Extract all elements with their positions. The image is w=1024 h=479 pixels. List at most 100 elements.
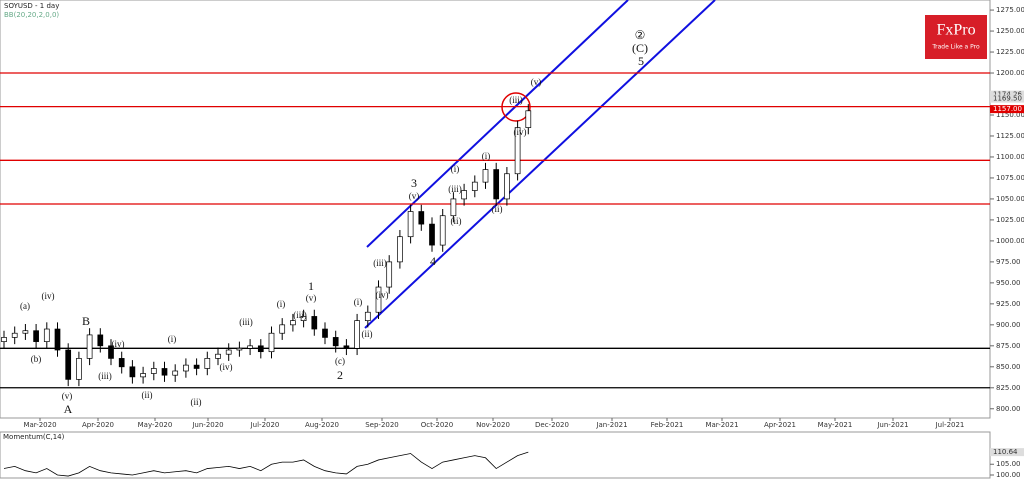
candle-body bbox=[183, 364, 189, 372]
wave-label: (v) bbox=[306, 293, 317, 303]
y-tick-label: 1025.00 bbox=[996, 216, 1024, 224]
wave-label: 3 bbox=[411, 176, 417, 190]
x-tick-label: Sep-2020 bbox=[365, 421, 399, 429]
price-label-box bbox=[990, 105, 1024, 114]
indicator-label: BB(20,20,2,0,0) bbox=[4, 11, 59, 19]
y-tick-label: 100.00 bbox=[996, 471, 1021, 479]
candle-body bbox=[247, 345, 253, 349]
x-tick-label: Apr-2021 bbox=[764, 421, 796, 429]
wave-label: (i) bbox=[354, 297, 363, 307]
x-tick-label: Jun-2021 bbox=[876, 421, 908, 429]
wave-label: (iv) bbox=[514, 127, 527, 137]
candle-body bbox=[108, 345, 114, 359]
wave-label: (c) bbox=[335, 356, 345, 366]
candle-body bbox=[343, 345, 350, 349]
candle-body bbox=[322, 328, 328, 338]
y-tick-label: 1000.00 bbox=[996, 237, 1024, 245]
candle-body bbox=[300, 316, 307, 321]
wave-label: (a) bbox=[20, 301, 30, 311]
y-tick-label: 900.00 bbox=[996, 321, 1021, 329]
y-tick-label: 950.00 bbox=[996, 279, 1021, 287]
price-label-box bbox=[990, 94, 1024, 103]
logo-name: FxPro bbox=[936, 22, 975, 39]
wave-label: (ii) bbox=[362, 329, 373, 339]
x-tick-label: Jan-2021 bbox=[595, 421, 627, 429]
wave-label: (iv) bbox=[112, 339, 125, 349]
wave-label: (iii) bbox=[293, 310, 307, 320]
candle-body bbox=[65, 349, 72, 380]
chart-title: SOYUSD - 1 day bbox=[4, 2, 59, 10]
candle-body bbox=[76, 358, 82, 380]
x-tick-label: Mar-2021 bbox=[705, 421, 738, 429]
price-label: 1157.00 bbox=[993, 105, 1022, 113]
x-tick-label: Apr-2020 bbox=[82, 421, 114, 429]
wave-label: (i) bbox=[277, 299, 286, 309]
wave-label: (iii) bbox=[98, 371, 112, 381]
candle-body bbox=[482, 169, 489, 183]
candle-body bbox=[418, 211, 425, 225]
x-tick-label: Jul-2020 bbox=[250, 421, 280, 429]
candle-body bbox=[407, 211, 414, 238]
logo-tagline: Trade Like a Pro bbox=[931, 44, 980, 51]
price-label: 1169.50 bbox=[993, 95, 1022, 103]
candle-body bbox=[429, 223, 435, 246]
candle-body bbox=[1, 337, 7, 342]
y-tick-label: 875.00 bbox=[996, 342, 1021, 350]
x-tick-label: May-2021 bbox=[818, 421, 853, 429]
x-tick-label: Mar-2020 bbox=[23, 421, 56, 429]
candle-body bbox=[397, 236, 403, 263]
wave-label: (C) bbox=[632, 41, 648, 55]
candle-body bbox=[450, 198, 457, 217]
x-tick-label: May-2020 bbox=[138, 421, 173, 429]
wave-label: B bbox=[82, 314, 90, 328]
candle-body bbox=[504, 173, 510, 200]
y-tick-label: 850.00 bbox=[996, 363, 1021, 371]
candle-body bbox=[364, 311, 371, 321]
x-tick-label: Jul-2021 bbox=[935, 421, 965, 429]
wave-label: (ii) bbox=[191, 397, 202, 407]
wave-label: (ii) bbox=[492, 204, 503, 214]
wave-label: (iv) bbox=[42, 291, 55, 301]
candle-body bbox=[354, 320, 360, 349]
candle-body bbox=[172, 370, 179, 376]
y-tick-label: 1150.00 bbox=[996, 111, 1024, 119]
wave-label: (v) bbox=[531, 77, 542, 87]
candle-body bbox=[332, 337, 339, 347]
candle-body bbox=[257, 345, 264, 353]
y-tick-label: 105.00 bbox=[996, 460, 1021, 468]
y-tick-label: 1200.00 bbox=[996, 69, 1024, 77]
y-tick-label: 825.00 bbox=[996, 384, 1021, 392]
wave-label: (iii) bbox=[509, 95, 523, 105]
candle-body bbox=[471, 181, 478, 191]
wave-label: (i) bbox=[451, 164, 460, 174]
x-tick-label: Jun-2020 bbox=[191, 421, 223, 429]
y-tick-label: 1100.00 bbox=[996, 153, 1024, 161]
y-tick-label: 800.00 bbox=[996, 405, 1021, 413]
y-tick-label: 925.00 bbox=[996, 300, 1021, 308]
candle-body bbox=[86, 334, 93, 359]
candle-body bbox=[43, 328, 50, 342]
candle-body bbox=[461, 190, 467, 200]
candle-body bbox=[279, 324, 286, 334]
wave-label: (i) bbox=[482, 151, 491, 161]
momentum-title: Momentum(C,14) bbox=[3, 433, 65, 441]
candle-body bbox=[33, 330, 39, 342]
wave-label: A bbox=[64, 402, 73, 416]
wave-label: 4 bbox=[430, 254, 436, 268]
wave-label: (v) bbox=[62, 391, 73, 401]
candle-body bbox=[525, 110, 532, 128]
wave-label: (iii) bbox=[448, 184, 462, 194]
wave-label: (v) bbox=[409, 191, 420, 201]
wave-label: (iii) bbox=[239, 317, 253, 327]
candle-body bbox=[236, 347, 243, 351]
y-tick-label: 1225.00 bbox=[996, 48, 1024, 56]
y-tick-label: 1075.00 bbox=[996, 174, 1024, 182]
y-tick-label: 1275.00 bbox=[996, 6, 1024, 14]
x-tick-label: Nov-2020 bbox=[476, 421, 510, 429]
wave-label: (b) bbox=[31, 354, 42, 364]
momentum-last-label: 110.64 bbox=[993, 448, 1018, 456]
wave-label: (i) bbox=[168, 334, 177, 344]
x-tick-label: Feb-2021 bbox=[651, 421, 684, 429]
candle-body bbox=[386, 261, 393, 288]
